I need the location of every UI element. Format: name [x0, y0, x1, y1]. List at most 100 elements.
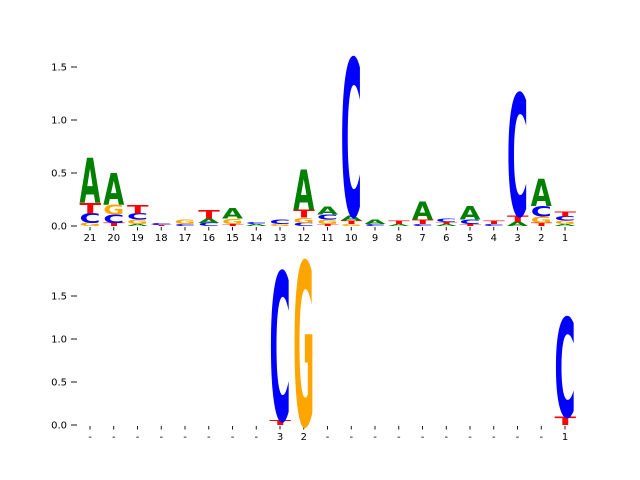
logo-letter-A: A [388, 223, 409, 226]
logo-letter-A: A [341, 214, 363, 222]
logo-letter-T: T [531, 222, 553, 227]
logo-letter-G: G [175, 219, 196, 226]
logo-letter-T: T [412, 219, 434, 226]
x-tick-label: 21 [84, 233, 97, 244]
x-tick-label: 9 [372, 233, 378, 244]
logo-letter-C: C [103, 213, 124, 226]
logo-letter-A: A [293, 161, 314, 224]
logo-letter-C: C [270, 234, 291, 469]
x-tick-label: - [231, 432, 235, 443]
x-tick-label: - [159, 432, 163, 443]
logo-letter-A: A [317, 205, 338, 217]
x-tick-label: - [207, 432, 211, 443]
x-tick-label: 3 [514, 233, 520, 244]
x-tick-label: 16 [202, 233, 215, 244]
logo-letter-G: G [293, 217, 314, 225]
logo-letter-A: A [246, 223, 267, 226]
x-tick-label: - [254, 432, 258, 443]
logo-letter-A: A [436, 223, 457, 226]
logo-letter-C: C [246, 221, 267, 224]
x-tick-label: 17 [179, 233, 192, 244]
x-tick-label: 13 [274, 233, 287, 244]
logo-letter-G: G [555, 220, 576, 225]
logo-letter-C: C [80, 211, 101, 226]
logo-letter-T: T [222, 223, 245, 226]
logo-letter-A: A [80, 147, 101, 218]
logo-letter-C: C [507, 62, 528, 256]
x-tick-label: - [326, 432, 330, 443]
logo-letter-T: T [127, 203, 150, 217]
x-tick-label: 20 [107, 233, 120, 244]
logo-letter-A: A [460, 202, 481, 225]
y-tick-label: 1.5 [51, 63, 67, 74]
x-tick-label: 5 [467, 233, 473, 244]
logo-letter-C: C [555, 215, 576, 222]
logo-letter-C: C [293, 222, 314, 227]
x-tick-label: - [468, 432, 472, 443]
x-tick-label: 15 [226, 233, 239, 244]
x-tick-label: 1 [562, 432, 568, 443]
logo-letter-T: T [555, 414, 578, 428]
logo-letter-G: G [103, 202, 124, 217]
x-tick-label: 4 [491, 233, 497, 244]
logo-letter-C: C [341, 18, 362, 268]
logo-letter-C: C [127, 211, 148, 221]
x-tick-label: - [183, 432, 187, 443]
x-tick-label: - [373, 432, 377, 443]
logo-letter-T: T [103, 222, 125, 227]
logo-letter-C: C [483, 223, 504, 226]
logo-letter-T: T [151, 225, 174, 227]
x-tick-label: - [349, 432, 353, 443]
bottom-logo-panel: 0.00.51.01.5- - - - - - - -3TC 2G - - - - - - - - - -1TC [51, 217, 577, 478]
x-tick-label: - [516, 432, 520, 443]
logo-letter-G: G [270, 223, 291, 226]
logo-letter-A: A [507, 221, 529, 228]
logo-letter-C: C [198, 222, 219, 227]
logo-letter-T: T [388, 220, 410, 225]
logo-letter-A: A [222, 206, 243, 223]
logo-letter-G: G [222, 218, 243, 226]
x-tick-label: 1 [562, 233, 568, 244]
x-tick-label: 14 [250, 233, 263, 244]
x-tick-label: - [444, 432, 448, 443]
logo-letter-A: A [103, 164, 124, 216]
x-tick-label: - [539, 432, 543, 443]
x-tick-label: 18 [155, 233, 168, 244]
x-tick-label: 3 [277, 432, 283, 443]
logo-letter-T: T [507, 214, 529, 224]
logo-letter-G: G [317, 219, 338, 226]
y-tick-label: 0.5 [51, 378, 67, 389]
logo-letter-G: G [341, 223, 362, 226]
x-tick-label: 2 [538, 233, 544, 244]
y-tick-label: 1.0 [51, 116, 67, 127]
logo-letter-T: T [270, 419, 292, 427]
logo-letter-G: G [293, 217, 314, 478]
x-tick-label: - [421, 432, 425, 443]
logo-letter-C: C [555, 292, 576, 450]
x-tick-label: 2 [301, 432, 307, 443]
logo-letter-T: T [483, 220, 505, 225]
x-tick-label: 8 [396, 233, 402, 244]
logo-letter-C: C [531, 204, 552, 221]
logo-letter-T: T [555, 210, 577, 218]
x-tick-label: - [88, 432, 92, 443]
logo-letter-G: G [127, 219, 148, 226]
y-tick-label: 1.0 [51, 335, 67, 346]
logo-letter-A: A [555, 223, 576, 226]
x-tick-label: 19 [131, 233, 144, 244]
logo-letter-C: C [175, 223, 196, 226]
logo-letter-T: T [317, 223, 340, 226]
logo-letter-C: C [317, 213, 338, 221]
logo-letter-C: C [460, 219, 481, 226]
x-tick-label: - [492, 432, 496, 443]
x-tick-label: 10 [345, 233, 358, 244]
x-tick-label: 11 [321, 233, 334, 244]
x-tick-label: 12 [297, 233, 310, 244]
x-tick-label: - [397, 432, 401, 443]
logo-letter-C: C [270, 219, 291, 226]
logo-letter-T: T [198, 208, 221, 222]
x-tick-label: 7 [419, 233, 425, 244]
logo-letter-G: G [80, 222, 101, 227]
